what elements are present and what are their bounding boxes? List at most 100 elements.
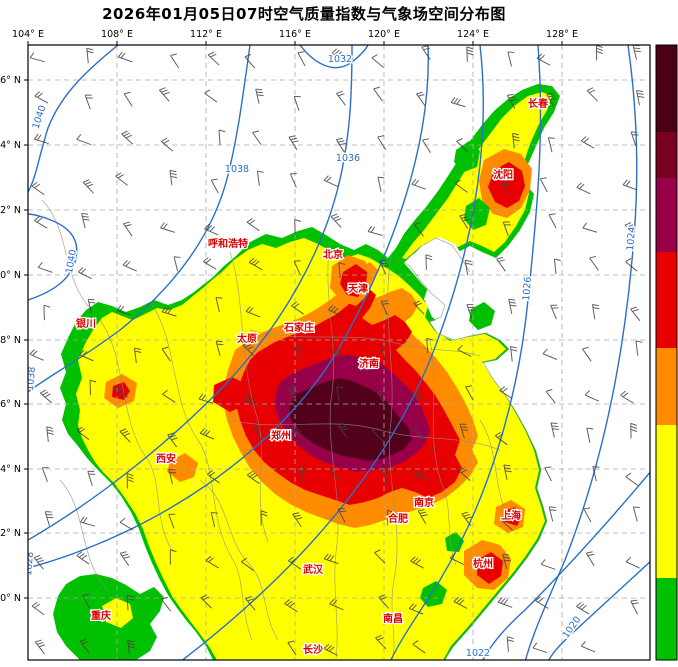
wind-barb-feather <box>625 257 632 263</box>
wind-barb-shaft <box>540 563 556 570</box>
wind-barb-feather <box>586 87 594 92</box>
wind-barb-feather <box>587 553 595 557</box>
wind-barb-shaft <box>466 304 473 319</box>
wind-barb-shaft <box>535 600 549 609</box>
wind-barb-shaft <box>31 185 45 196</box>
wind-barb-feather <box>199 428 205 434</box>
wind-barb-feather <box>578 603 585 609</box>
wind-barb-feather <box>127 476 134 480</box>
wind-barb-feather <box>84 181 92 185</box>
isobar-line <box>524 45 638 660</box>
wind-barb-feather <box>288 385 295 388</box>
wind-barb-shaft <box>413 224 424 237</box>
wind-barb-feather <box>381 300 388 302</box>
wind-barb-shaft <box>532 647 548 654</box>
wind-barb-feather <box>163 91 170 96</box>
province-boundary <box>229 251 269 543</box>
wind-barb-feather <box>419 471 425 478</box>
wind-barb-feather <box>576 182 582 188</box>
wind-barb-feather <box>86 47 94 51</box>
wind-barb-feather <box>423 47 430 51</box>
wind-barb-feather <box>382 303 389 305</box>
wind-barb-shaft <box>497 601 513 608</box>
wind-barb-feather <box>455 179 462 184</box>
wind-barb-shaft <box>162 393 176 403</box>
wind-barb-shaft <box>86 48 89 64</box>
wind-barb-feather <box>323 553 329 560</box>
wind-barb-feather <box>215 296 223 299</box>
wind-barb-feather <box>632 602 639 605</box>
wind-barb-shaft <box>118 56 133 63</box>
wind-barb-shaft <box>160 227 175 233</box>
wind-barb-shaft <box>376 392 386 406</box>
wind-barb-feather <box>205 430 211 436</box>
wind-barb-feather <box>449 553 456 559</box>
wind-barb-feather <box>36 134 42 141</box>
wind-barb-shaft <box>133 348 137 364</box>
wind-barb-shaft <box>123 223 133 237</box>
wind-barb-feather <box>82 593 90 596</box>
wind-barb-shaft <box>122 264 137 272</box>
wind-barb-shaft <box>115 175 128 186</box>
wind-barb-feather <box>127 597 134 601</box>
latitude-tick-label: 6° N <box>0 399 21 410</box>
longitude-tick-label: 128° E <box>546 29 578 40</box>
wind-barb-feather <box>371 427 379 431</box>
aqi-region-red-hangzhou <box>477 552 503 584</box>
wind-barb-feather <box>630 425 638 429</box>
wind-barb-feather <box>78 553 85 558</box>
wind-barb-feather <box>632 308 639 312</box>
wind-barb-shaft <box>79 640 90 654</box>
wind-barb-feather <box>81 212 89 215</box>
wind-barb-feather <box>509 301 516 304</box>
wind-barb-feather <box>124 91 131 95</box>
wind-barb-feather <box>82 218 90 221</box>
wind-barb-feather <box>170 549 177 553</box>
map-layers: 1040103210361038104010261024103810281022… <box>28 45 650 660</box>
wind-barb-shaft <box>161 598 172 612</box>
wind-barb-shaft <box>167 434 178 448</box>
wind-barb-feather <box>326 554 332 561</box>
wind-barb-feather <box>500 597 506 604</box>
wind-barb-shaft <box>292 514 302 527</box>
wind-barb-shaft <box>576 606 590 615</box>
wind-barb-shaft <box>456 141 468 153</box>
city-label-重庆: 重庆 <box>91 609 111 622</box>
wind-barb-feather <box>596 47 603 51</box>
wind-barb-shaft <box>253 426 262 441</box>
wind-barb-feather <box>510 346 517 349</box>
wind-barb-feather <box>505 470 512 473</box>
wind-barb-shaft <box>507 51 512 67</box>
wind-barb-feather <box>34 216 40 221</box>
wind-barb-feather <box>460 469 468 474</box>
wind-barb-feather <box>504 467 512 470</box>
wind-barb-shaft <box>76 555 90 565</box>
longitude-tick-label: 104° E <box>12 29 44 40</box>
longitude-tick-label: 108° E <box>101 29 133 40</box>
wind-barb-shaft <box>336 386 340 402</box>
wind-barb-shaft <box>585 552 595 567</box>
city-label-长沙: 长沙 <box>303 643 323 656</box>
wind-barb-feather <box>82 179 90 183</box>
wind-barb-shaft <box>580 140 595 149</box>
wind-barb-shaft <box>323 648 338 656</box>
wind-barb-feather <box>123 432 131 437</box>
city-label-济南: 济南 <box>359 357 379 370</box>
aqi-region-red-west-spot <box>213 377 250 412</box>
wind-barb-feather <box>81 350 88 357</box>
wind-barb-shaft <box>371 57 384 68</box>
wind-barb-shaft <box>215 297 220 313</box>
wind-barb-feather <box>334 217 342 222</box>
isobar-label: 1024 <box>625 226 638 251</box>
wind-barb-feather <box>497 433 504 439</box>
wind-barb-feather <box>123 221 130 225</box>
isobar-line <box>28 45 119 193</box>
wind-barb-feather <box>381 345 389 347</box>
wind-barb-shaft <box>506 95 516 109</box>
wind-barb-feather <box>507 636 514 639</box>
page-title: 2026年01月05日07时空气质量指数与气象场空间分布图 <box>102 5 506 23</box>
wind-barb-feather <box>80 516 85 523</box>
wind-barb-shaft <box>379 260 387 275</box>
wind-barb-feather <box>328 304 334 311</box>
wind-barb-feather <box>410 556 416 562</box>
